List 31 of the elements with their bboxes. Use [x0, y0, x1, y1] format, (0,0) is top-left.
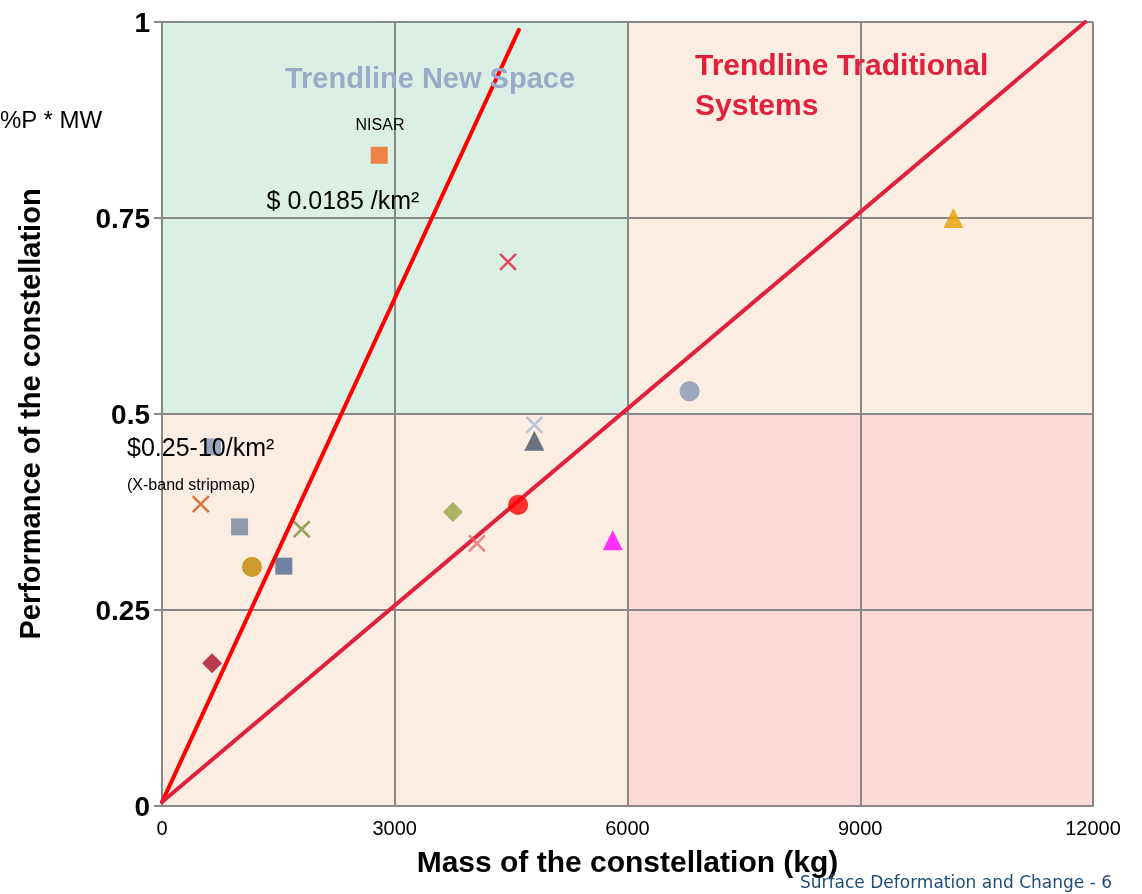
point [602, 530, 623, 551]
point [679, 381, 700, 402]
point [498, 252, 518, 272]
annotation: (X-band stripmap) [127, 475, 256, 493]
point [525, 415, 544, 435]
point [467, 534, 487, 553]
point [943, 208, 964, 228]
point [508, 494, 529, 515]
point [442, 502, 463, 522]
x-tick-label: 6000 [605, 817, 650, 839]
x-tick-label: 12000 [1065, 817, 1121, 839]
point [524, 430, 545, 451]
y-tick-label: 0.25 [95, 594, 150, 626]
point [191, 494, 211, 514]
point [292, 520, 311, 539]
point [370, 146, 388, 164]
y-tick-label: 0.5 [111, 398, 150, 430]
point [202, 653, 223, 674]
point [242, 556, 262, 577]
x-tick-label: 3000 [372, 817, 417, 839]
y-axis-title: Performance of the constellation [13, 188, 46, 640]
annotation: $ 0.0185 /km² [266, 186, 420, 214]
annotation: NISAR [355, 115, 405, 133]
x-tick-label: 0 [156, 817, 168, 839]
point [231, 518, 249, 536]
text: %P * MW [0, 105, 103, 133]
annotation: $0.25-10/km² [127, 433, 275, 461]
y-tick-label: 0.75 [95, 202, 150, 234]
point [275, 557, 293, 575]
x-tick-label: 9000 [838, 817, 883, 839]
y-tick-label: 1 [134, 6, 150, 38]
